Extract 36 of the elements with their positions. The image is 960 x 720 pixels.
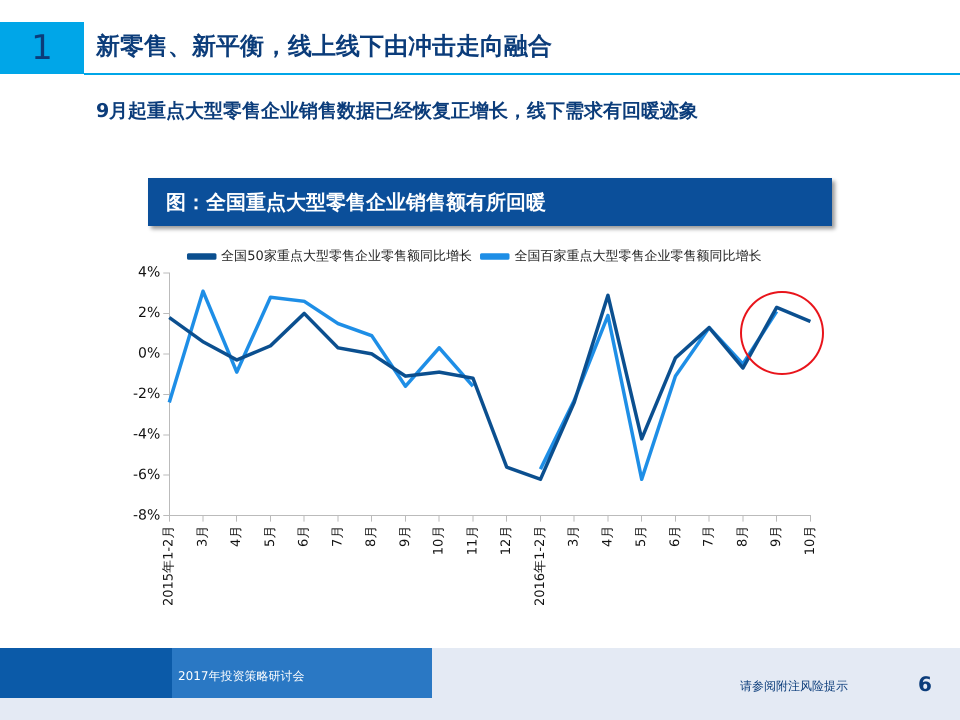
- text: 请参阅附注风险提示: [740, 678, 848, 695]
- x-tick-label: 3月: [195, 526, 210, 547]
- x-tick-label: 8月: [735, 526, 750, 547]
- y-tick-label: 4%: [138, 264, 160, 281]
- y-tick-label: -6%: [132, 466, 160, 483]
- text: 1: [0, 22, 84, 74]
- chart-subtitle: 9月起重点大型零售企业销售数据已经恢复正增长，线下需求有回暖迹象: [96, 99, 698, 124]
- x-tick-label: 4月: [600, 526, 616, 547]
- x-tick-label: 8月: [364, 526, 380, 547]
- x-tick-label: 2016年1-2月: [532, 526, 548, 606]
- x-tick-label: 2015年1-2月: [162, 526, 177, 606]
- x-tick-label: 12月: [499, 526, 514, 556]
- text: 6: [918, 672, 932, 696]
- y-tick-label: -4%: [132, 426, 160, 442]
- x-tick-label: 6月: [296, 526, 312, 547]
- x-tick-label: 7月: [702, 526, 717, 547]
- x-tick-label: 3月: [566, 526, 582, 547]
- x-tick-label: 10月: [802, 526, 818, 556]
- x-tick-label: 7月: [330, 526, 346, 547]
- text: 新零售、新平衡，线上线下由冲击走向融合: [96, 31, 552, 62]
- y-tick-label: 2%: [138, 305, 160, 322]
- x-tick-label: 6月: [668, 526, 683, 547]
- x-tick-label: 9月: [398, 526, 413, 547]
- x-tick-label: 9月: [769, 526, 784, 547]
- y-tick-label: -8%: [132, 507, 160, 524]
- x-tick-label: 5月: [262, 526, 278, 547]
- text: 2017年投资策略研讨会: [178, 668, 305, 685]
- y-tick-label: 0%: [138, 346, 160, 362]
- y-tick-label: -2%: [132, 386, 160, 402]
- legend-label: 全国百家重点大型零售企业零售额同比增长: [514, 248, 762, 264]
- x-tick-label: 4月: [229, 526, 244, 547]
- x-tick-label: 10月: [432, 526, 447, 556]
- x-tick-label: 11月: [465, 526, 480, 556]
- x-tick-label: 5月: [634, 526, 650, 547]
- chart-title: 图：全国重点大型零售企业销售额有所回暖: [148, 178, 832, 226]
- legend-label: 全国50家重点大型零售企业零售额同比增长: [221, 248, 472, 264]
